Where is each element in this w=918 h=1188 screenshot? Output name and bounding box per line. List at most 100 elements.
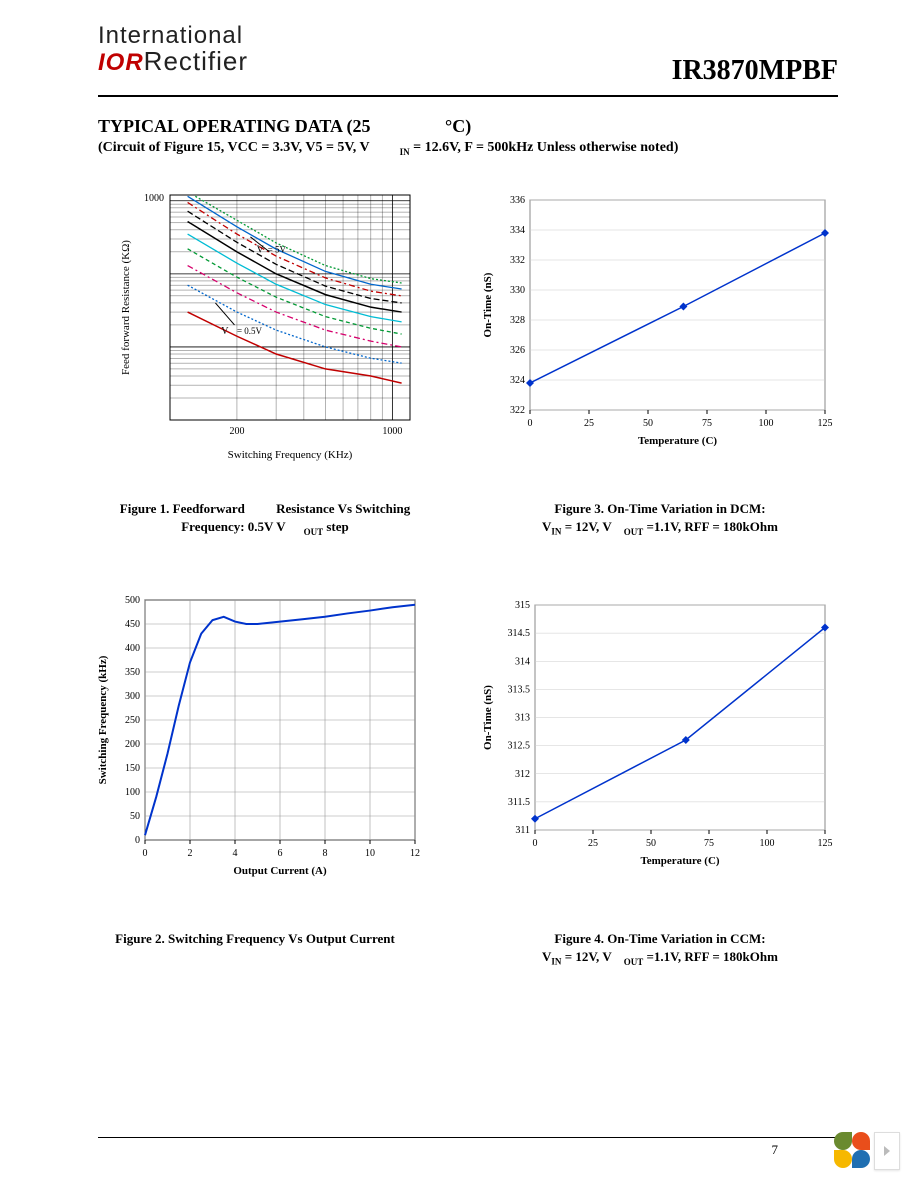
svg-text:324: 324: [510, 375, 525, 386]
svg-text:314.5: 314.5: [508, 628, 531, 639]
svg-text:336: 336: [510, 195, 525, 206]
figure-1-caption: Figure 1. Feedforward Resistance Vs Swit…: [90, 500, 440, 538]
f3c-d: =1.1V, RFF = 180kOhm: [643, 519, 778, 534]
svg-text:400: 400: [125, 643, 140, 654]
f3c-b: V: [542, 519, 551, 534]
fig4-svg: 311311.5312312.5313313.5314314.531502550…: [475, 595, 835, 875]
svg-text:Temperature (C): Temperature (C): [640, 855, 719, 867]
logo-line2: IORRectifier: [98, 48, 248, 75]
svg-text:50: 50: [130, 811, 140, 822]
sub-in: IN: [400, 147, 410, 157]
f4c-a: Figure 4. On-Time Variation in CCM:: [554, 931, 765, 946]
footer-rule: [98, 1137, 838, 1138]
f4c-c: = 12V, V: [561, 949, 611, 964]
svg-text:334: 334: [510, 225, 525, 236]
svg-text:332: 332: [510, 255, 525, 266]
figure-3-chart: 3223243263283303323343360255075100125Tem…: [475, 190, 835, 455]
svg-text:6: 6: [278, 848, 283, 859]
logo-line1: International: [98, 24, 248, 48]
svg-text:10: 10: [365, 848, 375, 859]
f1c-a: Figure 1. Feedforward: [120, 501, 245, 516]
svg-text:Feed forward Resistance (KΩ): Feed forward Resistance (KΩ): [120, 240, 132, 375]
logo-rectifier: Rectifier: [144, 46, 248, 76]
svg-text:330: 330: [510, 285, 525, 296]
flower-icon: [834, 1132, 870, 1168]
title-text-b: °C): [445, 116, 471, 136]
svg-text:313: 313: [515, 713, 530, 724]
svg-text:25: 25: [584, 418, 594, 429]
figure-2-caption: Figure 2. Switching Frequency Vs Output …: [90, 930, 420, 948]
f4c-d: =1.1V, RFF = 180kOhm: [643, 949, 778, 964]
svg-text:75: 75: [704, 838, 714, 849]
svg-text:50: 50: [643, 418, 653, 429]
svg-text:300: 300: [125, 691, 140, 702]
svg-text:0: 0: [533, 838, 538, 849]
svg-text:313.5: 313.5: [508, 684, 531, 695]
svg-text:500: 500: [125, 595, 140, 606]
f4c-in: IN: [551, 957, 561, 967]
svg-text:25: 25: [588, 838, 598, 849]
svg-text:75: 75: [702, 418, 712, 429]
svg-text:125: 125: [818, 838, 833, 849]
datasheet-page: International IORRectifier IR3870MPBF TY…: [0, 0, 918, 1188]
f3c-c: = 12V, V: [561, 519, 611, 534]
svg-text:0: 0: [135, 835, 140, 846]
svg-text:100: 100: [760, 838, 775, 849]
svg-text:0: 0: [528, 418, 533, 429]
svg-text:V: V: [257, 245, 265, 256]
svg-text:1000: 1000: [382, 426, 402, 437]
header-rule: [98, 95, 838, 97]
next-page-button[interactable]: [874, 1132, 900, 1170]
fig2-svg: 050100150200250300350400450500024681012O…: [90, 590, 425, 890]
figure-4-chart: 311311.5312312.5313313.5314314.531502550…: [475, 595, 835, 875]
company-logo: International IORRectifier: [98, 24, 248, 75]
f1c-c: Frequency: 0.5V V: [181, 519, 285, 534]
logo-ior: IOR: [98, 49, 144, 76]
svg-text:1000: 1000: [144, 193, 164, 204]
f4c-b: V: [542, 949, 551, 964]
svg-text:12: 12: [410, 848, 420, 859]
svg-text:On-Time (nS): On-Time (nS): [482, 272, 494, 337]
chevron-right-icon: [884, 1146, 890, 1156]
section-subtitle: (Circuit of Figure 15, VCC = 3.3V, V5 = …: [98, 140, 678, 157]
svg-text:4: 4: [233, 848, 238, 859]
svg-text:311: 311: [515, 825, 530, 836]
svg-text:= 5V: = 5V: [268, 245, 287, 255]
svg-text:328: 328: [510, 315, 525, 326]
svg-text:326: 326: [510, 345, 525, 356]
corner-widget: [834, 1132, 900, 1170]
f1c-b: Resistance Vs Switching: [276, 501, 410, 516]
figure-4-caption: Figure 4. On-Time Variation in CCM: VIN …: [500, 930, 820, 968]
svg-text:V: V: [221, 326, 229, 337]
title-text-a: TYPICAL OPERATING DATA (25: [98, 116, 371, 136]
svg-text:= 0.5V: = 0.5V: [237, 326, 263, 336]
svg-text:314: 314: [515, 656, 530, 667]
svg-text:125: 125: [818, 418, 833, 429]
svg-text:100: 100: [125, 787, 140, 798]
f1c-out: OUT: [304, 527, 324, 537]
svg-text:312.5: 312.5: [508, 741, 531, 752]
f1c-d: step: [326, 519, 348, 534]
f3c-a: Figure 3. On-Time Variation in DCM:: [554, 501, 765, 516]
svg-text:2: 2: [188, 848, 193, 859]
svg-text:322: 322: [510, 405, 525, 416]
part-number: IR3870MPBF: [672, 55, 838, 87]
f4c-out: OUT: [624, 957, 644, 967]
sub-b: = 12.6V, F = 500kHz Unless otherwise not…: [410, 140, 679, 155]
svg-text:50: 50: [646, 838, 656, 849]
svg-text:Output Current (A): Output Current (A): [233, 865, 327, 877]
fig1-svg: V= 5VV= 0.5V20010001000Switching Frequen…: [115, 185, 415, 465]
svg-text:Temperature (C): Temperature (C): [638, 435, 717, 447]
section-title: TYPICAL OPERATING DATA (25 °C): [98, 116, 471, 137]
sub-a: (Circuit of Figure 15, VCC = 3.3V, V5 = …: [98, 140, 370, 155]
svg-text:200: 200: [229, 426, 244, 437]
f3c-in: IN: [551, 527, 561, 537]
svg-text:150: 150: [125, 763, 140, 774]
svg-text:450: 450: [125, 619, 140, 630]
page-number: 7: [772, 1142, 779, 1158]
svg-text:315: 315: [515, 600, 530, 611]
svg-text:250: 250: [125, 715, 140, 726]
figure-1-chart: V= 5VV= 0.5V20010001000Switching Frequen…: [115, 185, 415, 465]
figure-2-chart: 050100150200250300350400450500024681012O…: [90, 590, 425, 890]
f3c-out: OUT: [624, 527, 644, 537]
